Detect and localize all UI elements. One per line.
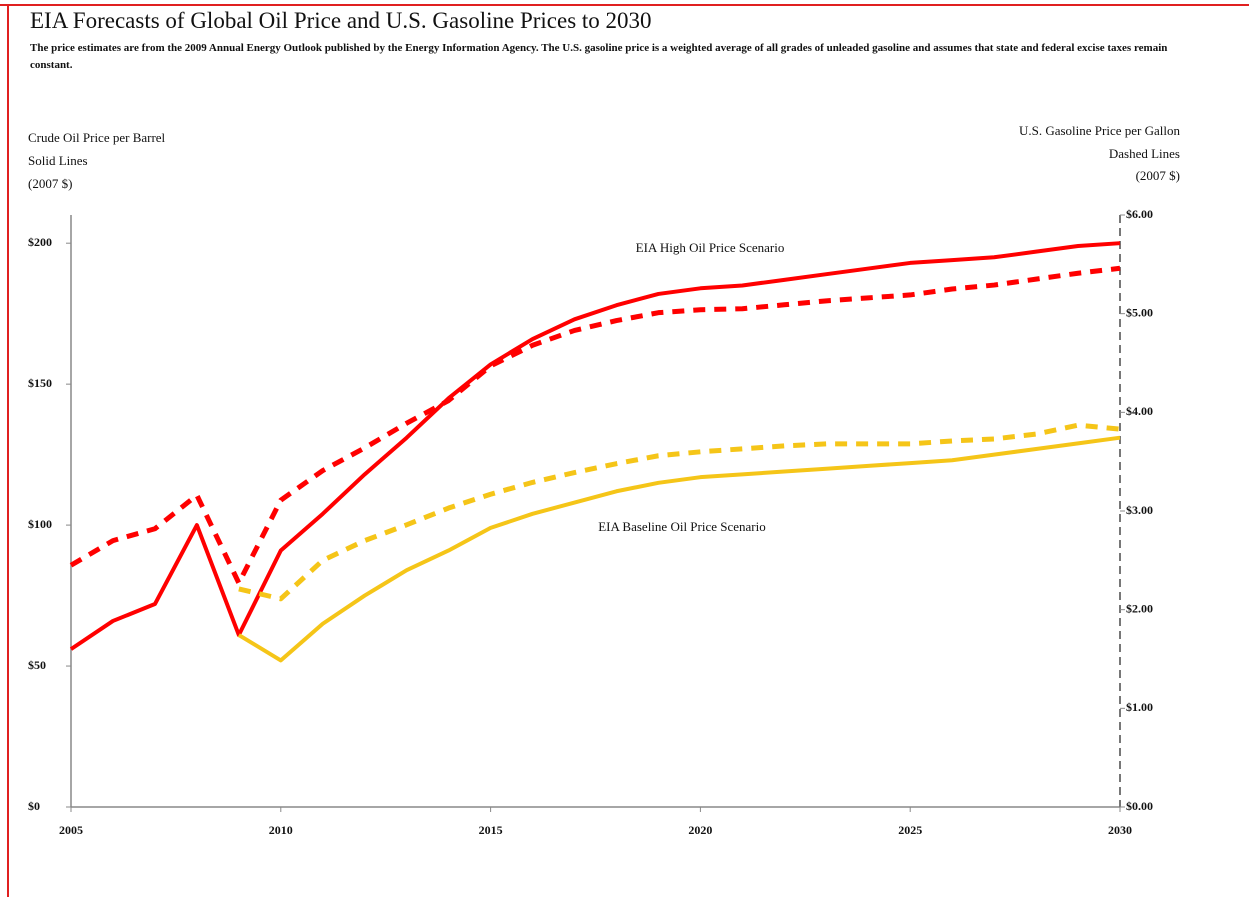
y-axis-label: Solid Lines <box>28 153 88 168</box>
y2-axis-label: U.S. Gasoline Price per Gallon <box>1019 123 1181 138</box>
y2-tick-label: $0.00 <box>1126 799 1153 813</box>
x-tick-label: 2015 <box>479 823 503 837</box>
y2-tick-label: $4.00 <box>1126 404 1153 418</box>
y2-axis-label: (2007 $) <box>1136 168 1180 183</box>
annotation: EIA Baseline Oil Price Scenario <box>598 519 766 534</box>
dashed-line <box>238 422 1121 602</box>
y-tick-label: $200 <box>28 235 52 249</box>
x-tick-label: 2025 <box>898 823 922 837</box>
y-tick-label: $50 <box>28 658 46 672</box>
y-tick-label: $100 <box>28 517 52 531</box>
solid-line <box>69 241 1121 651</box>
frame-border <box>7 4 9 897</box>
y2-tick-label: $6.00 <box>1126 207 1153 221</box>
dashed-line <box>69 265 1121 586</box>
y2-tick-label: $3.00 <box>1126 503 1153 517</box>
annotation: EIA High Oil Price Scenario <box>636 240 785 255</box>
frame-border <box>0 4 1249 6</box>
chart-title: EIA Forecasts of Global Oil Price and U.… <box>30 8 652 33</box>
y2-tick-label: $1.00 <box>1126 700 1153 714</box>
y-axis-label: (2007 $) <box>28 176 72 191</box>
y-tick-label: $0 <box>28 799 40 813</box>
solid-line <box>237 435 1121 663</box>
x-tick-label: 2010 <box>269 823 293 837</box>
x-tick-label: 2005 <box>59 823 83 837</box>
x-tick-label: 2020 <box>688 823 712 837</box>
y2-tick-label: $2.00 <box>1126 601 1153 615</box>
y-tick-label: $150 <box>28 376 52 390</box>
y2-tick-label: $5.00 <box>1126 305 1153 319</box>
y-axis-label: Crude Oil Price per Barrel <box>28 130 166 145</box>
y2-axis-label: Dashed Lines <box>1109 146 1180 161</box>
x-tick-label: 2030 <box>1108 823 1132 837</box>
chart-subtitle: The price estimates are from the 2009 An… <box>30 42 1168 71</box>
